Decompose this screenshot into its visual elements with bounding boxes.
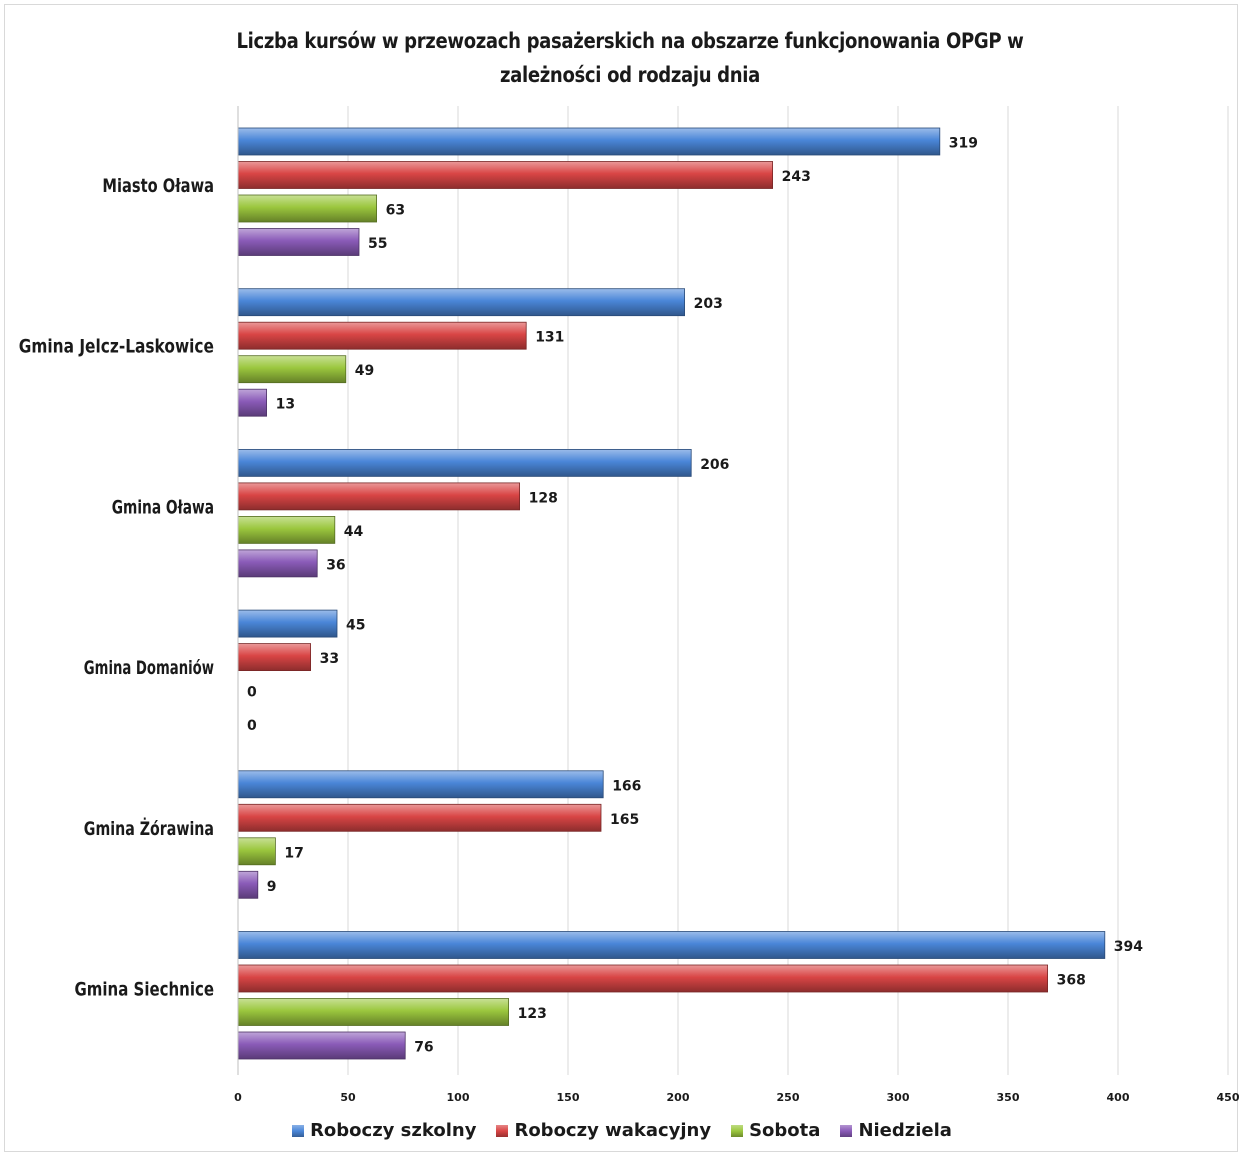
data-label: 13 bbox=[276, 397, 295, 413]
chart-frame bbox=[4, 4, 1238, 1152]
x-tick-label: 350 bbox=[997, 1091, 1020, 1104]
legend-label: Roboczy szkolny bbox=[310, 1120, 477, 1141]
bar-gmina-olawa-roboczy-wakacyjny bbox=[237, 482, 521, 511]
x-tick-label: 300 bbox=[887, 1091, 910, 1104]
data-label: 33 bbox=[320, 651, 339, 667]
data-label: 17 bbox=[284, 845, 303, 861]
legend-swatch bbox=[840, 1124, 853, 1137]
legend-item-roboczy-szkolny: Roboczy szkolny bbox=[292, 1120, 476, 1141]
data-label: 128 bbox=[529, 490, 558, 506]
bar-gmina-domaniow-roboczy-szkolny bbox=[237, 609, 338, 638]
bar-gmina-olawa-roboczy-szkolny bbox=[237, 448, 692, 477]
data-label: 0 bbox=[247, 718, 257, 734]
bar-gmina-jelcz-laskowice-sobota bbox=[237, 355, 347, 384]
data-label: 63 bbox=[386, 203, 405, 219]
x-tick-label: 0 bbox=[234, 1091, 242, 1104]
bar-gmina-siechnice-niedziela bbox=[237, 1031, 406, 1060]
chart-title: Liczba kursów w przewozach pasażerskich … bbox=[236, 29, 1024, 87]
bar-miasto-olawa-roboczy-szkolny bbox=[237, 127, 941, 156]
bar-gmina-zorawina-sobota bbox=[237, 837, 276, 866]
bar-miasto-olawa-roboczy-wakacyjny bbox=[237, 161, 773, 189]
x-tick-label: 100 bbox=[447, 1091, 470, 1104]
bar-gmina-jelcz-laskowice-niedziela bbox=[237, 388, 268, 417]
data-label: 49 bbox=[355, 363, 374, 379]
data-label: 36 bbox=[326, 557, 345, 573]
category-label-gmina-domaniow: Gmina Domaniów bbox=[84, 657, 214, 679]
data-label: 243 bbox=[782, 169, 811, 185]
category-label-miasto-olawa: Miasto Oława bbox=[102, 175, 214, 197]
data-label: 44 bbox=[344, 524, 364, 540]
legend-label: Niedziela bbox=[858, 1120, 952, 1141]
category-label-gmina-siechnice: Gmina Siechnice bbox=[75, 979, 215, 1001]
legend-label: Sobota bbox=[749, 1120, 821, 1141]
data-label: 9 bbox=[267, 879, 277, 895]
bar-miasto-olawa-niedziela bbox=[237, 228, 360, 256]
x-tick-label: 150 bbox=[557, 1091, 580, 1104]
bar-gmina-jelcz-laskowice-roboczy-szkolny bbox=[237, 288, 686, 317]
bar-gmina-siechnice-sobota bbox=[237, 998, 510, 1026]
x-tick-label: 450 bbox=[1217, 1091, 1240, 1104]
data-label: 123 bbox=[518, 1006, 547, 1022]
bar-gmina-domaniow-roboczy-wakacyjny bbox=[237, 643, 311, 671]
data-label: 55 bbox=[368, 236, 387, 252]
data-label: 319 bbox=[949, 136, 978, 152]
data-label: 203 bbox=[694, 296, 723, 312]
bar-gmina-olawa-niedziela bbox=[237, 549, 318, 578]
category-label-gmina-jelcz-laskowice: Gmina Jelcz-Laskowice bbox=[19, 336, 214, 358]
data-label: 368 bbox=[1057, 973, 1086, 989]
bar-miasto-olawa-sobota bbox=[237, 194, 378, 223]
legend-item-sobota: Sobota bbox=[731, 1120, 820, 1141]
data-label: 394 bbox=[1114, 939, 1143, 955]
category-label-gmina-olawa: Gmina Oława bbox=[112, 496, 214, 518]
category-label-gmina-zorawina: Gmina Żórawina bbox=[84, 816, 214, 840]
data-label: 166 bbox=[612, 778, 641, 794]
data-label: 45 bbox=[346, 618, 365, 634]
data-label: 76 bbox=[414, 1040, 433, 1056]
legend-item-roboczy-wakacyjny: Roboczy wakacyjny bbox=[496, 1120, 711, 1141]
data-label: 0 bbox=[247, 685, 257, 701]
bar-gmina-olawa-sobota bbox=[237, 516, 336, 544]
legend-swatch bbox=[292, 1124, 305, 1137]
x-tick-label: 400 bbox=[1107, 1091, 1130, 1104]
bar-gmina-jelcz-laskowice-roboczy-wakacyjny bbox=[237, 321, 527, 350]
legend-swatch bbox=[496, 1124, 509, 1137]
legend-swatch bbox=[731, 1124, 744, 1137]
bar-gmina-zorawina-niedziela bbox=[237, 870, 259, 899]
data-label: 131 bbox=[535, 330, 564, 346]
data-label: 165 bbox=[610, 812, 639, 828]
bar-gmina-siechnice-roboczy-szkolny bbox=[237, 931, 1106, 959]
bar-gmina-zorawina-roboczy-szkolny bbox=[237, 770, 604, 799]
legend-item-niedziela: Niedziela bbox=[840, 1120, 952, 1141]
x-tick-label: 50 bbox=[340, 1091, 356, 1104]
bar-gmina-siechnice-roboczy-wakacyjny bbox=[237, 964, 1048, 993]
legend: Roboczy szkolny Roboczy wakacyjny Sobota Ni… bbox=[0, 1120, 1244, 1142]
data-label: 206 bbox=[700, 457, 729, 473]
x-tick-label: 250 bbox=[777, 1091, 800, 1104]
x-tick-label: 200 bbox=[667, 1091, 690, 1104]
bar-gmina-zorawina-roboczy-wakacyjny bbox=[237, 803, 602, 832]
legend-label: Roboczy wakacyjny bbox=[514, 1120, 712, 1141]
